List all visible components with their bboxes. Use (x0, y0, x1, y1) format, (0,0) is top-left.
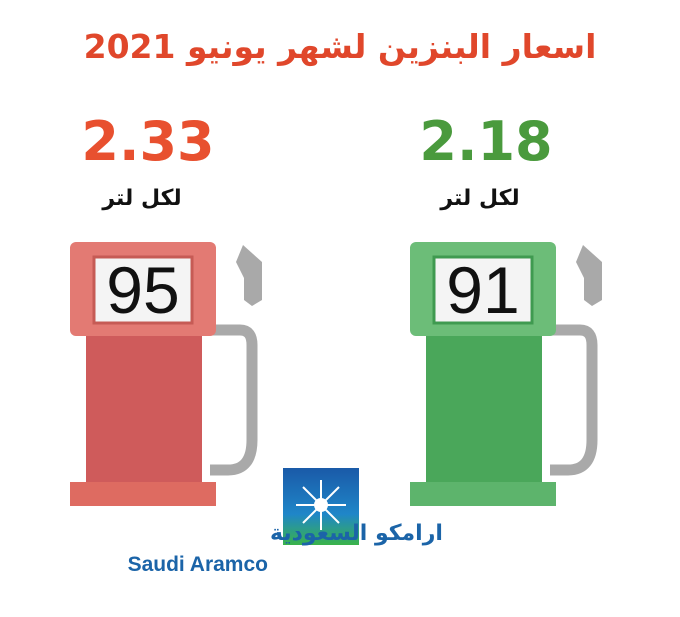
pump-base (70, 482, 216, 506)
hose (210, 324, 258, 476)
hose (550, 324, 598, 476)
display (432, 255, 534, 325)
pump-body (426, 336, 542, 482)
price: 2.18 (419, 110, 552, 173)
unit: لكل لتر (101, 186, 181, 211)
logo-center (314, 498, 328, 512)
price: 2.33 (81, 110, 214, 173)
grade: 91 (446, 253, 519, 327)
nozzle (236, 245, 262, 306)
pump-body (86, 336, 202, 482)
unit: لكل لتر (439, 186, 519, 211)
grade: 95 (106, 253, 179, 327)
nozzle (576, 245, 602, 306)
display (92, 255, 194, 325)
logo-english: Saudi Aramco (128, 553, 268, 576)
pump-91: 2.18 لكل لتر 91 (410, 110, 602, 506)
pump-base (410, 482, 556, 506)
logo-arabic: ارامكو السعودية (270, 521, 443, 546)
pump-95: 2.33 لكل لتر 95 (70, 110, 262, 506)
aramco-logo: ارامكو السعودية Saudi Aramco (128, 468, 443, 576)
title: اسعار البنزين لشهر يونيو 2021 (84, 27, 597, 67)
